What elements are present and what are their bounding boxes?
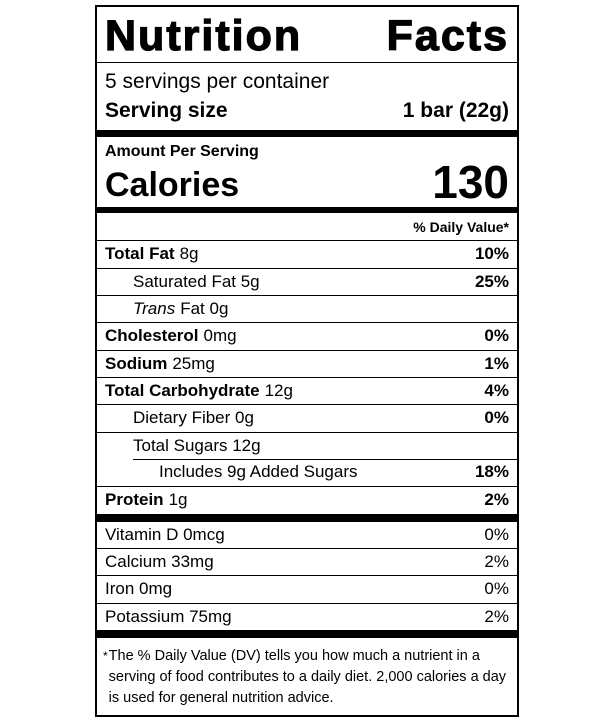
- divider-bar-thick: [97, 513, 517, 522]
- micronutrient-percent: 0%: [484, 579, 509, 599]
- nutrient-name: Protein 1g: [105, 490, 187, 510]
- trans-italic: Trans: [133, 298, 176, 318]
- nutrient-percent: 18%: [474, 462, 509, 482]
- nutrient-amount: Fat 0g: [180, 298, 229, 318]
- nutrient-percent: 25%: [474, 271, 509, 291]
- nutrient-row-added-sugars: Includes 9g Added Sugars 18%: [97, 459, 517, 486]
- micronutrient-name: Potassium 75mg: [105, 606, 232, 626]
- nutrient-name: Cholesterol 0mg: [105, 326, 237, 346]
- nutrient-name-bold: Cholesterol: [105, 326, 199, 346]
- label-title: Nutrition Facts: [97, 7, 517, 63]
- nutrient-name: Total Carbohydrate 12g: [105, 381, 293, 401]
- nutrient-amount: 1g: [168, 490, 188, 510]
- divider-bar-thick: [97, 629, 517, 638]
- nutrient-percent: 1%: [484, 353, 509, 373]
- nutrient-name-bold: Total Carbohydrate: [105, 381, 260, 401]
- micronutrient-name: Calcium 33mg: [105, 551, 214, 571]
- nutrient-percent: 4%: [484, 381, 509, 401]
- nutrient-name: Saturated Fat 5g: [133, 271, 260, 291]
- nutrient-row-total-fat: Total Fat 8g 10%: [97, 240, 517, 267]
- calories-label: Calories: [105, 165, 240, 204]
- nutrient-row-total-carbohydrate: Total Carbohydrate 12g 4%: [97, 377, 517, 404]
- nutrient-name-bold: Sodium: [105, 353, 168, 373]
- nutrient-name: Total Fat 8g: [105, 244, 199, 264]
- nutrient-name: Sodium 25mg: [105, 354, 215, 374]
- micronutrient-percent: 2%: [484, 606, 509, 626]
- nutrient-row-total-sugars: Total Sugars 12g: [97, 431, 517, 459]
- serving-size-row: Serving size 1 bar (22g): [97, 94, 517, 130]
- footnote-asterisk: *: [103, 648, 108, 663]
- micronutrient-percent: 2%: [484, 551, 509, 571]
- nutrient-amount: 8g: [179, 244, 199, 264]
- amount-per-serving-label: Amount Per Serving: [105, 143, 259, 161]
- footnote-text: The % Daily Value (DV) tells you how muc…: [108, 647, 507, 706]
- divider-bar-medium: [97, 207, 517, 214]
- micronutrient-name: Iron 0mg: [105, 579, 173, 599]
- nutrient-percent: 2%: [484, 490, 509, 510]
- daily-value-footnote: * The % Daily Value (DV) tells you how m…: [97, 638, 517, 715]
- micronutrient-name: Vitamin D 0mcg: [105, 524, 225, 544]
- daily-value-header: % Daily Value*: [413, 219, 509, 236]
- calories-value: 130: [432, 155, 509, 208]
- micronutrient-percent: 0%: [484, 524, 509, 544]
- nutrition-facts-label: Nutrition Facts 5 servings per container…: [95, 5, 519, 717]
- micronutrient-row-iron: Iron 0mg 0%: [97, 575, 517, 602]
- nutrient-row-sodium: Sodium 25mg 1%: [97, 349, 517, 377]
- title-word-nutrition: Nutrition: [104, 12, 303, 60]
- nutrient-amount: 12g: [264, 381, 293, 401]
- title-word-facts: Facts: [386, 12, 509, 60]
- nutrient-row-protein: Protein 1g 2%: [97, 486, 517, 513]
- divider-bar-thick: [97, 130, 517, 138]
- nutrient-percent: 0%: [484, 408, 509, 428]
- nutrient-row-trans-fat: Trans Fat 0g: [97, 295, 517, 322]
- serving-size-label: Serving size: [105, 99, 228, 123]
- nutrient-percent: 10%: [474, 244, 509, 264]
- nutrient-name: Includes 9g Added Sugars: [159, 462, 358, 482]
- nutrient-row-dietary-fiber: Dietary Fiber 0g 0%: [97, 404, 517, 431]
- nutrient-amount: 25mg: [172, 353, 215, 373]
- micronutrient-row-potassium: Potassium 75mg 2%: [97, 602, 517, 630]
- nutrient-row-saturated-fat: Saturated Fat 5g 25%: [97, 267, 517, 295]
- nutrient-name-bold: Total Fat: [105, 244, 175, 264]
- micronutrient-row-vitamin-d: Vitamin D 0mcg 0%: [97, 522, 517, 548]
- servings-per-container: 5 servings per container: [105, 70, 330, 93]
- nutrient-row-cholesterol: Cholesterol 0mg 0%: [97, 322, 517, 349]
- micronutrient-row-calcium: Calcium 33mg 2%: [97, 547, 517, 575]
- serving-size-value: 1 bar (22g): [402, 99, 509, 123]
- nutrient-name: Total Sugars 12g: [133, 435, 261, 455]
- nutrient-name-bold: Protein: [105, 490, 164, 510]
- nutrient-amount: 0mg: [203, 326, 237, 346]
- nutrient-name: Dietary Fiber 0g: [133, 408, 254, 428]
- nutrient-name: Trans Fat 0g: [133, 299, 228, 319]
- calories-row: Calories 130: [97, 155, 517, 208]
- nutrient-percent: 0%: [484, 326, 509, 346]
